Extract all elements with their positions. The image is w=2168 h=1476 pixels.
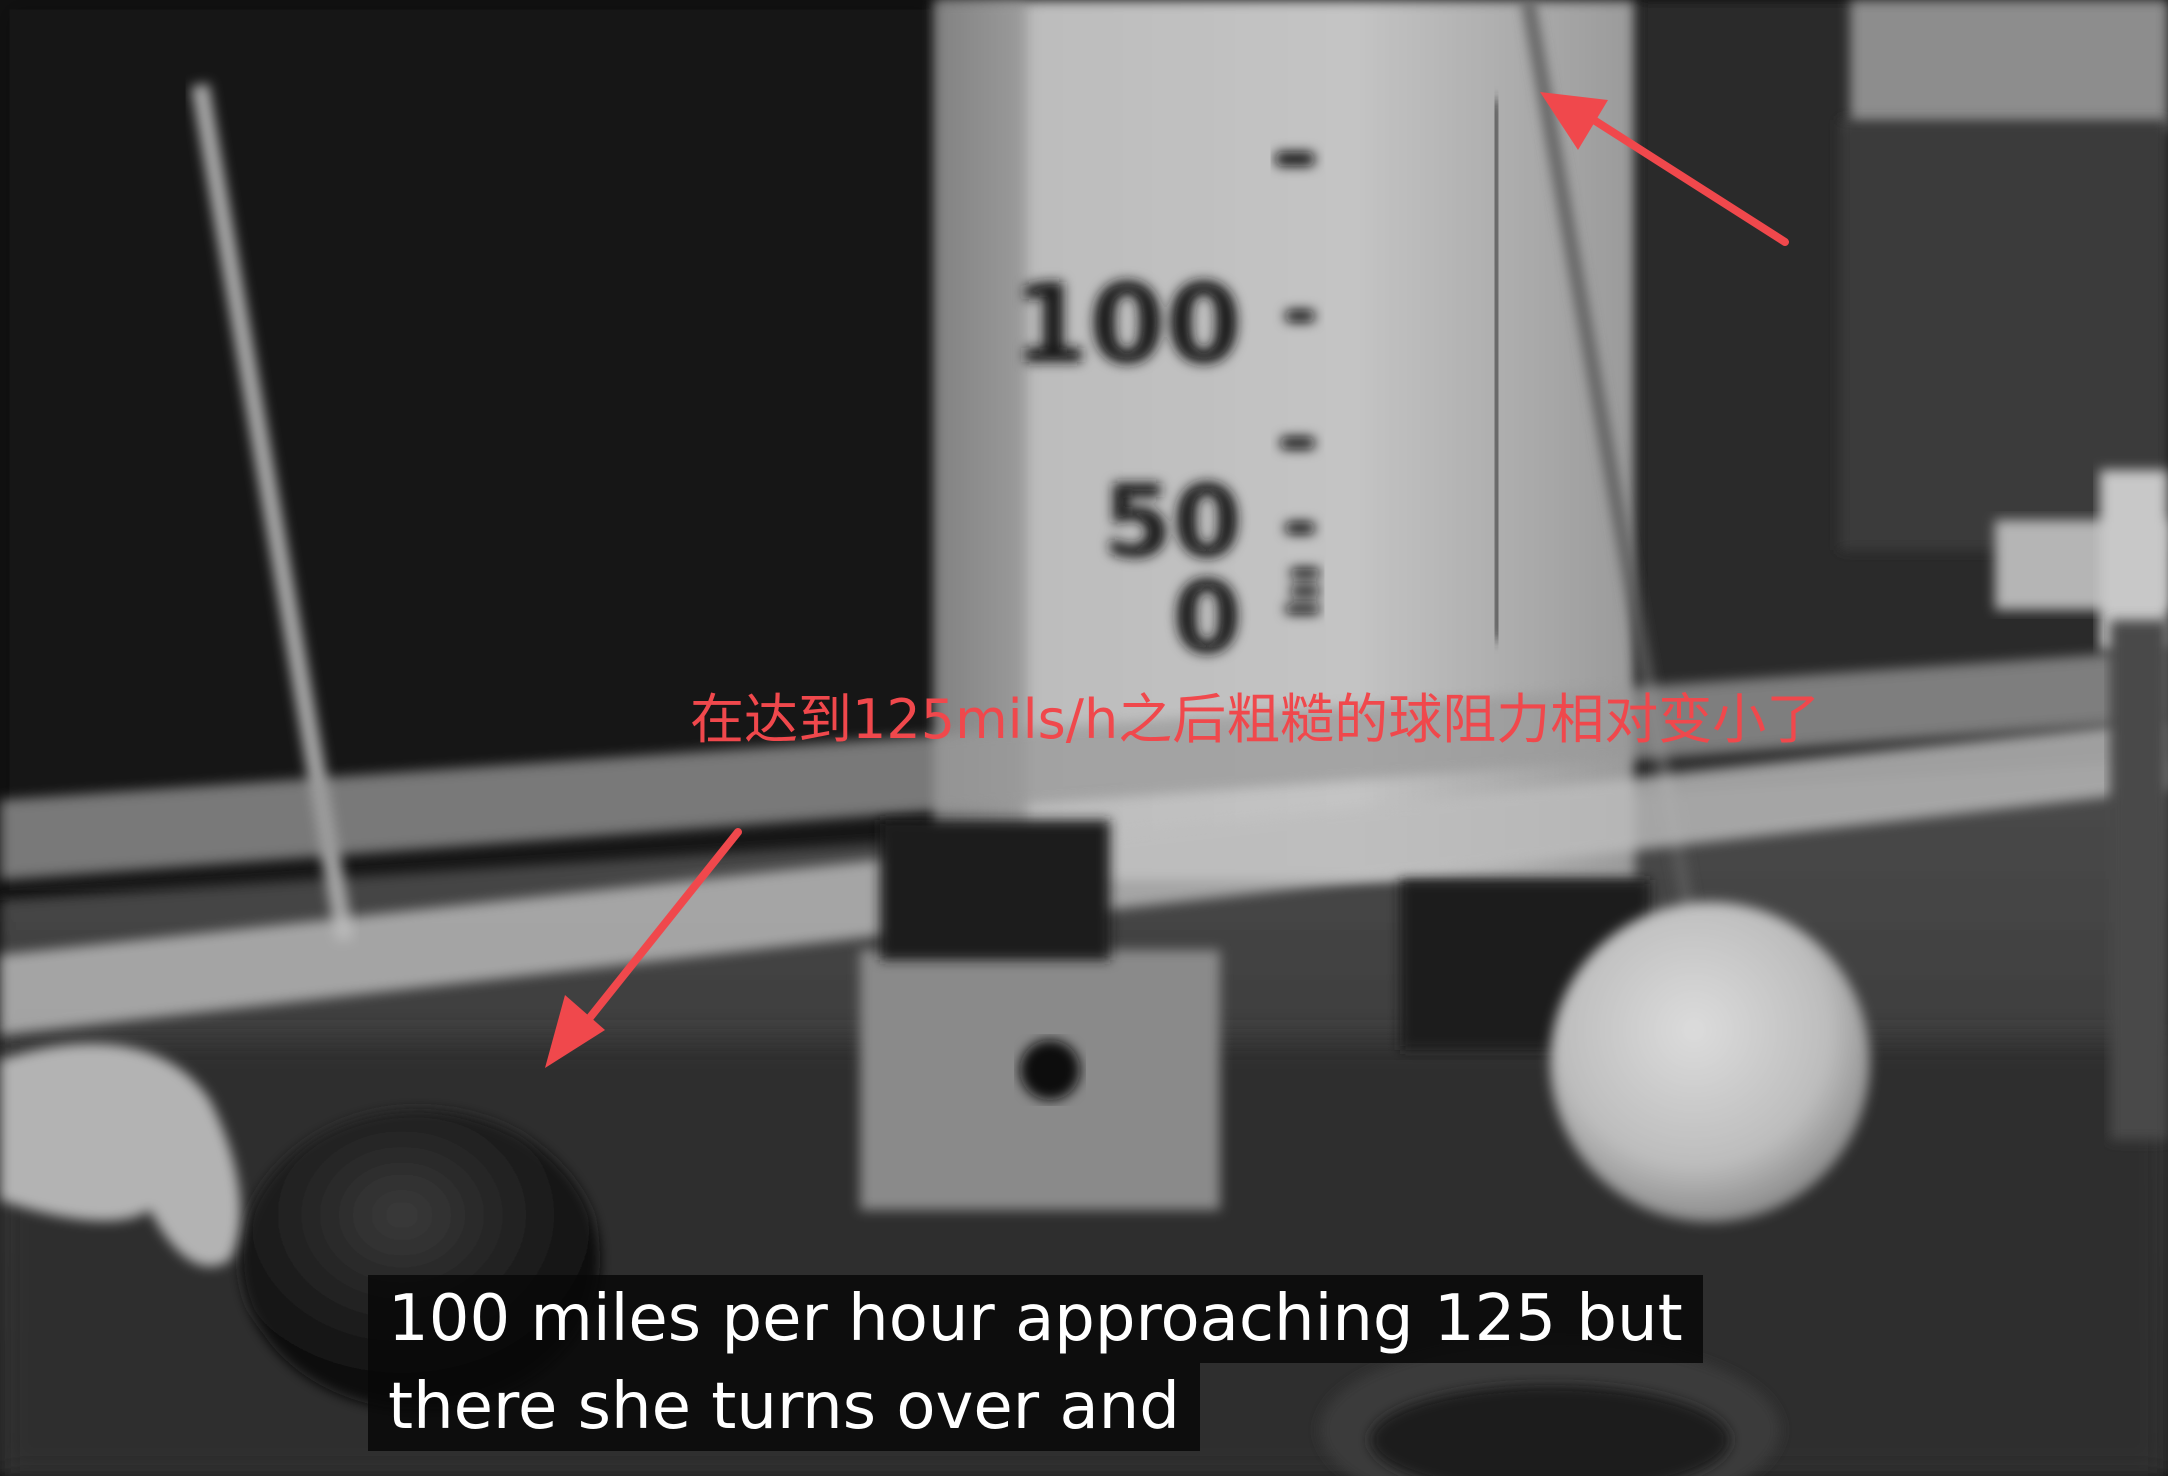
subtitle-line-2: there she turns over and [368, 1363, 1200, 1451]
hand [0, 1043, 241, 1267]
mechanism-top [880, 820, 1110, 960]
smooth-white-ball [1550, 902, 1870, 1222]
subtitle-line-1: 100 miles per hour approaching 125 but [368, 1275, 1703, 1363]
right-stand [2110, 620, 2168, 1140]
annotation-arrow-upper [1540, 92, 1789, 246]
bowl-inner [1370, 1385, 1730, 1476]
mechanism-knob [1020, 1040, 1080, 1100]
scale-label-0: 0 [1172, 559, 1242, 676]
right-window-pane [1850, 0, 2168, 130]
pendulum-wire-right [1522, 0, 1696, 922]
annotation-arrow-lower [545, 828, 742, 1068]
scale-label-100: 100 [1012, 260, 1242, 388]
beam-upper [0, 650, 2168, 880]
subtitle-box: 100 miles per hour approaching 125 but t… [368, 1275, 1748, 1476]
scale-ticks [1275, 152, 1320, 614]
annotation-text: 在达到125mils/h之后粗糙的球阻力相对变小了 [690, 688, 1821, 751]
scale-label-50: 50 [1103, 463, 1242, 580]
gauge-needle [1490, 99, 1503, 641]
